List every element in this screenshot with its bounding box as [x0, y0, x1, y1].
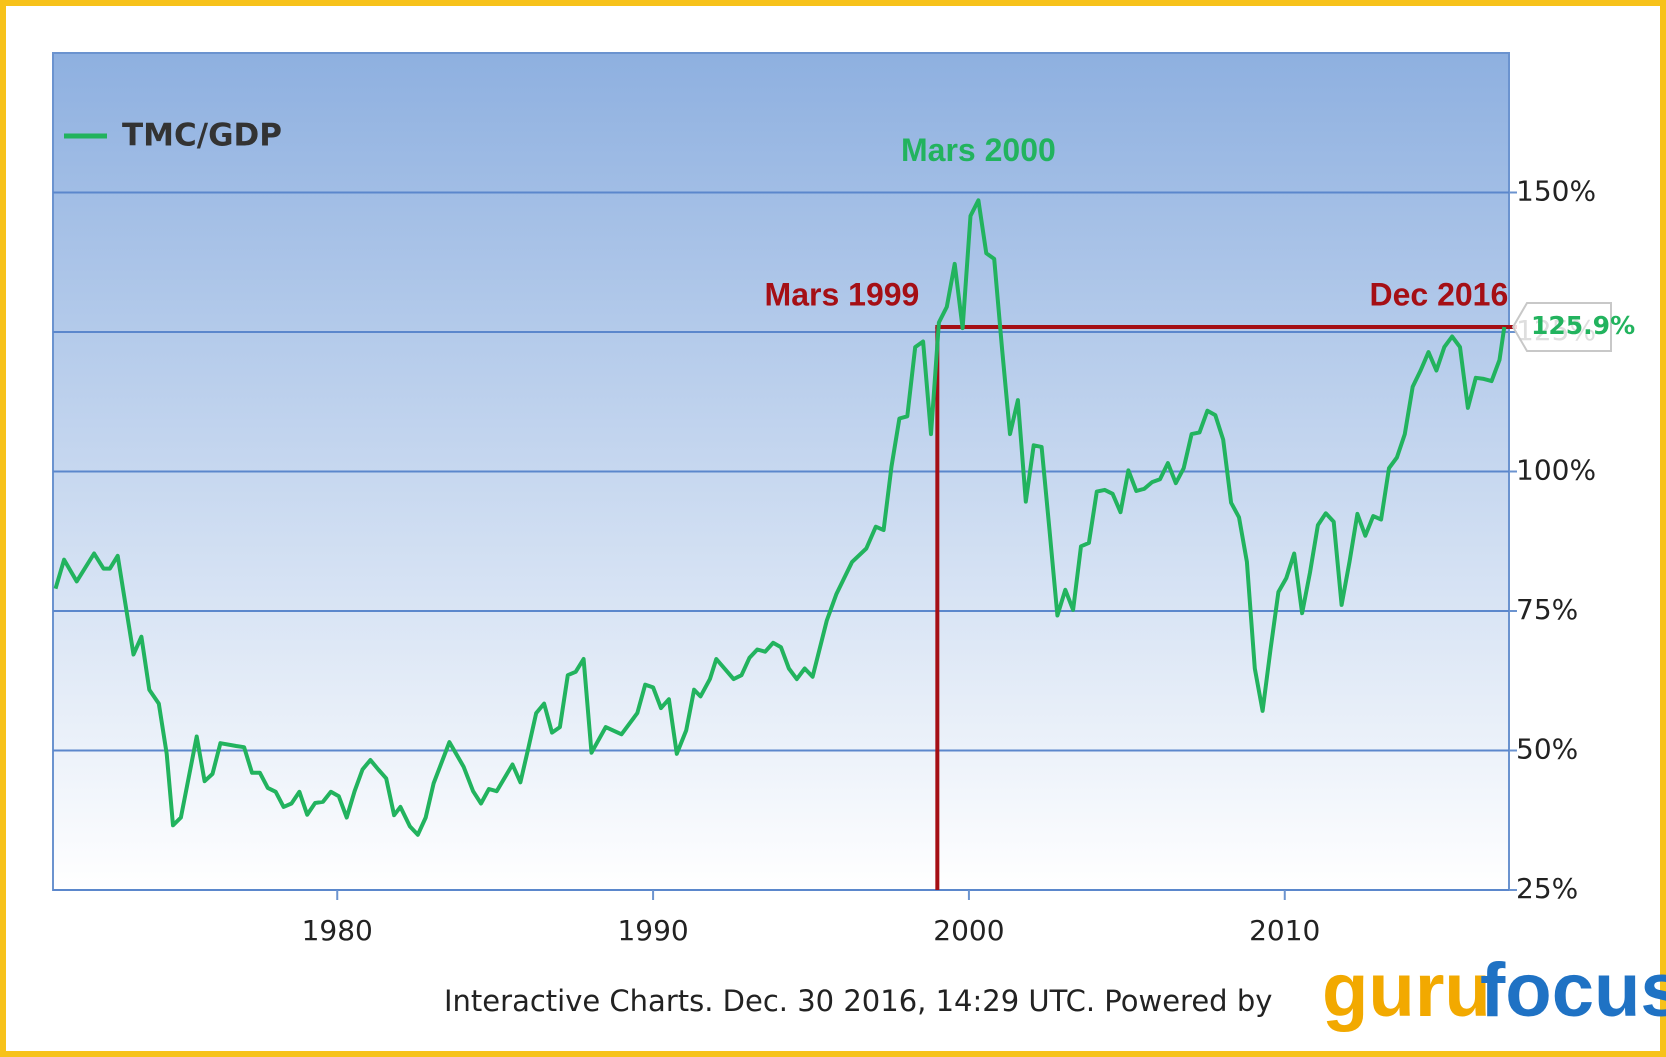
y-tick-label: 25% — [1516, 872, 1578, 905]
y-tick-label: 150% — [1516, 175, 1596, 208]
value-callout — [1511, 301, 1612, 352]
y-tick-label: 50% — [1516, 733, 1578, 766]
legend-label: TMC/GDP — [122, 118, 282, 154]
y-tick-label: 75% — [1516, 593, 1578, 626]
x-tick-label: 2010 — [1249, 914, 1320, 947]
x-tick-label: 2000 — [933, 914, 1004, 947]
logo-guru: guru — [1322, 948, 1491, 1033]
series-line — [53, 198, 1507, 837]
x-tick-label: 1990 — [617, 914, 688, 947]
value-label: 125.9% — [1531, 311, 1635, 340]
annotation: Mars 1999 — [765, 276, 920, 312]
x-tick-label: 1980 — [302, 914, 373, 947]
logo-focus: focus — [1480, 948, 1666, 1033]
footer: Interactive Charts. Dec. 30 2016, 14:29 … — [444, 984, 1272, 1018]
annotation: Mars 2000 — [901, 132, 1056, 168]
y-tick-label: 100% — [1516, 454, 1596, 487]
annotation: Dec 2016 — [1369, 276, 1508, 312]
